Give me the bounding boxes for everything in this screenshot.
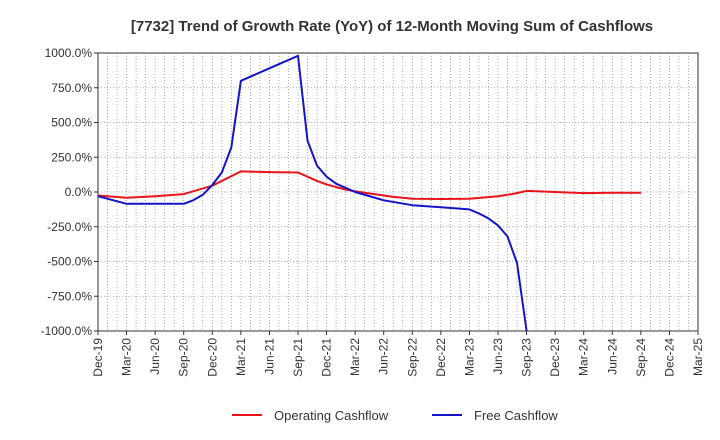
series-lines [98,54,641,331]
x-tick-label: Sep-21 [291,338,305,377]
x-tick-label: Mar-24 [577,338,591,376]
x-tick-label: Dec-20 [205,338,219,377]
x-tick-label: Mar-20 [120,338,134,376]
x-tick-label: Sep-22 [405,338,419,377]
y-tick-label: -1000.0% [41,324,93,338]
series-line-operating-cashflow [98,170,641,200]
chart-title: [7732] Trend of Growth Rate (YoY) of 12-… [131,18,653,35]
legend: Operating Cashflow Free Cashflow [232,408,558,423]
y-tick-label: 1000.0% [45,46,93,60]
legend-label: Operating Cashflow [274,408,389,423]
y-tick-label: 0.0% [65,185,93,199]
x-axis: Dec-19 Mar-20 Jun-20 Sep-20 Dec-20 Mar-21 Jun-… [91,331,705,377]
x-tick-label: Dec-23 [548,338,562,377]
y-axis: 1000.0% 750.0% 500.0% 250.0% 0.0% -250.0% -500… [41,46,98,338]
y-tick-label: -250.0% [47,220,92,234]
x-tick-label: Mar-22 [348,338,362,376]
x-tick-label: Dec-21 [320,338,334,377]
legend-label: Free Cashflow [474,408,558,423]
x-tick-label: Mar-21 [234,338,248,376]
x-tick-label: Sep-24 [634,338,648,377]
x-tick-label: Jun-24 [605,338,619,375]
x-tick-label: Sep-23 [520,338,534,377]
y-tick-label: 750.0% [51,81,92,95]
series-line-free-cashflow [98,54,528,331]
y-tick-label: -750.0% [47,289,92,303]
x-tick-label: Jun-23 [491,338,505,375]
y-tick-label: -500.0% [47,255,92,269]
x-tick-label: Mar-23 [462,338,476,376]
x-tick-label: Jun-20 [148,338,162,375]
x-tick-label: Jun-21 [262,338,276,375]
y-tick-label: 250.0% [51,150,92,164]
x-tick-label: Mar-25 [691,338,705,376]
x-tick-label: Dec-19 [91,338,105,377]
x-tick-label: Dec-24 [662,338,676,377]
y-tick-label: 500.0% [51,116,92,130]
x-tick-label: Sep-20 [177,338,191,377]
x-tick-label: Dec-22 [434,338,448,377]
x-tick-label: Jun-22 [377,338,391,375]
